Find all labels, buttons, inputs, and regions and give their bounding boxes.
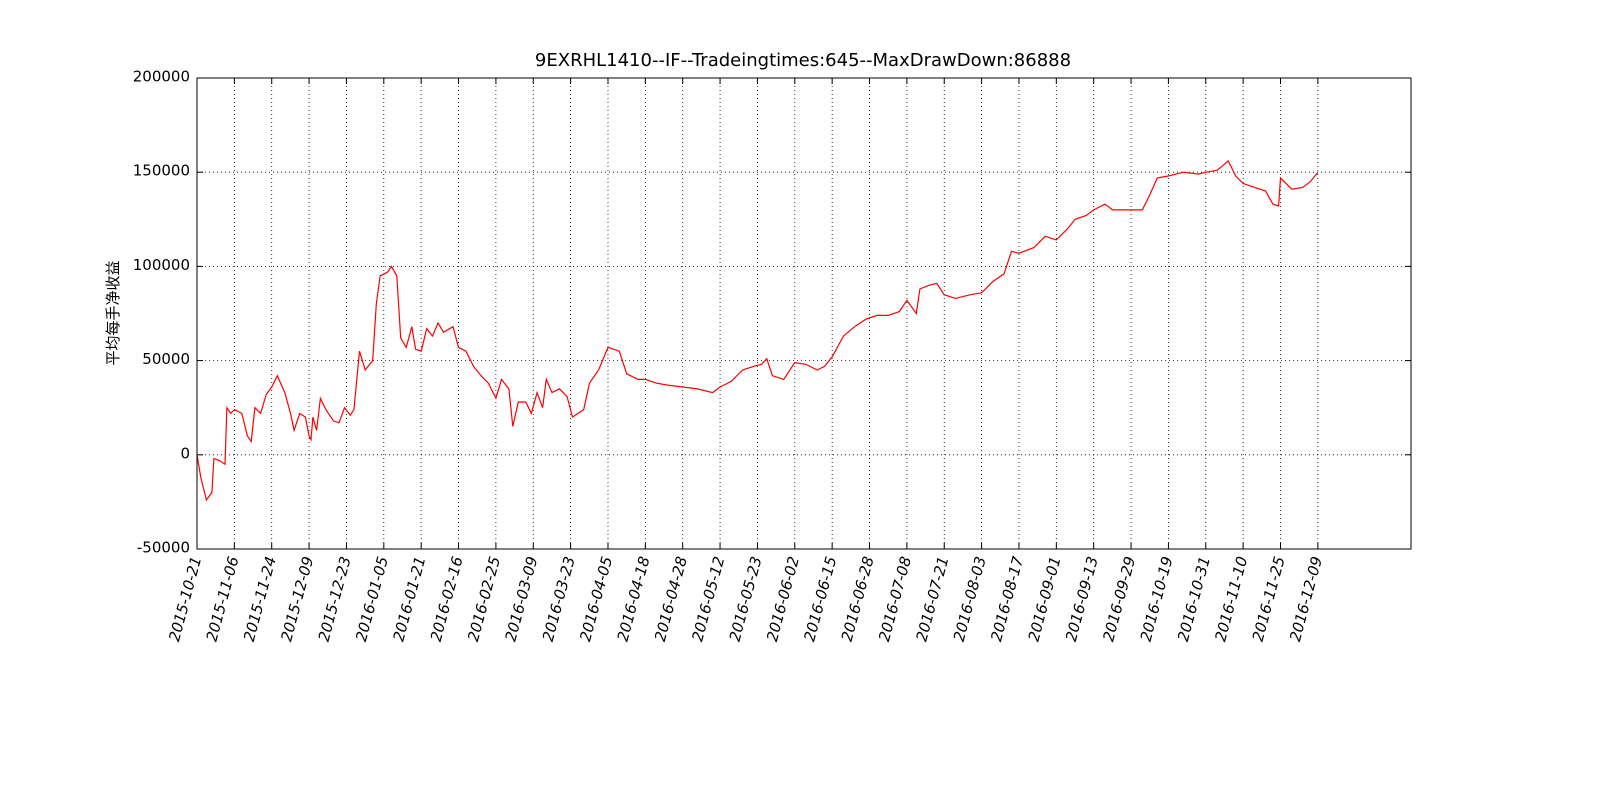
x-tick-label: 2015-11-24: [240, 555, 280, 644]
chart-title: 9EXRHL1410--IF--Tradeingtimes:645--MaxDr…: [535, 50, 1071, 71]
x-tick-label: 2016-10-19: [1137, 555, 1177, 644]
y-tick-label: 200000: [133, 68, 190, 86]
x-tick-label: 2016-04-05: [576, 555, 616, 644]
x-tick-label: 2015-12-23: [315, 555, 355, 644]
x-tick-label: 2016-06-15: [800, 555, 840, 644]
x-tick-label: 2015-10-21: [165, 555, 205, 644]
y-tick-label: 50000: [142, 350, 190, 368]
x-tick-label: 2016-05-23: [726, 555, 766, 644]
x-tick-label: 2016-08-03: [950, 555, 990, 644]
y-tick-label: 100000: [133, 256, 190, 274]
x-tick-label: 2016-07-21: [912, 555, 952, 644]
x-tick-label: 2016-05-12: [688, 555, 728, 644]
x-tick-label: 2016-03-09: [502, 555, 542, 644]
x-tick-label: 2016-01-21: [389, 555, 429, 644]
x-tick-label: 2016-09-01: [1025, 555, 1065, 644]
x-tick-label: 2016-09-29: [1099, 555, 1139, 644]
x-tick-label: 2016-11-10: [1211, 555, 1251, 644]
x-tick-label: 2016-04-18: [614, 555, 654, 644]
x-tick-label: 2016-09-13: [1062, 555, 1102, 644]
x-tick-label: 2016-01-05: [352, 555, 392, 644]
y-tick-label: 0: [180, 444, 190, 462]
data-line: [196, 159, 1319, 502]
x-tick-label: 2016-03-23: [539, 555, 579, 644]
y-axis-label: 平均每手净收益: [104, 260, 122, 365]
x-tick-label: 2015-12-09: [277, 555, 317, 644]
x-tick-label: 2016-06-02: [763, 555, 803, 644]
x-tick-label: 2016-10-31: [1174, 555, 1214, 644]
plot-frame: [196, 77, 1412, 550]
x-tick-label: 2016-04-28: [651, 555, 691, 644]
x-tick-label: 2016-11-25: [1249, 555, 1289, 644]
x-tick-label: 2016-02-16: [427, 555, 467, 644]
y-tick-label: -50000: [137, 539, 190, 557]
x-tick-label: 2016-12-09: [1286, 555, 1326, 644]
x-tick-label: 2016-06-28: [838, 555, 878, 644]
x-tick-label: 2016-07-08: [875, 555, 915, 644]
y-tick-label: 150000: [133, 162, 190, 180]
x-tick-label: 2016-02-25: [464, 555, 504, 644]
x-tick-label: 2015-11-06: [203, 555, 243, 644]
x-tick-label: 2016-08-17: [987, 554, 1027, 643]
